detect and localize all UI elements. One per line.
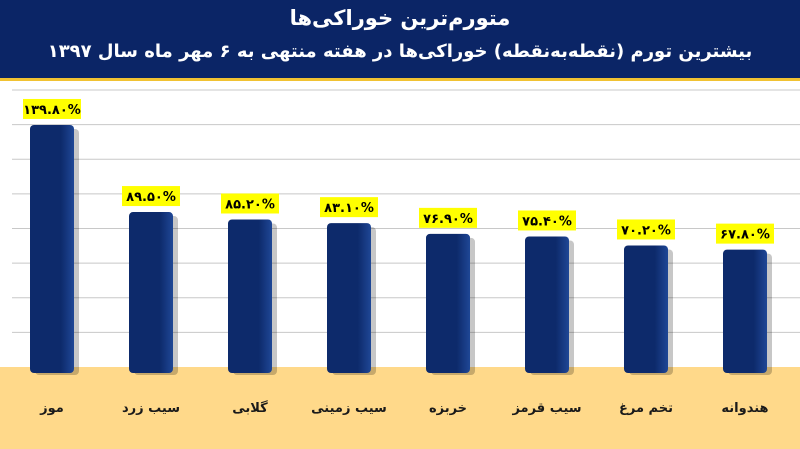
bar — [30, 124, 74, 373]
chart-header: متورم‌ترین خوراکی‌ها بیشترین تورم (نقطه‌… — [0, 0, 800, 81]
category-label: سیب زرد — [122, 401, 180, 416]
data-label-box — [518, 210, 576, 231]
category-label: سیب قرمز — [511, 401, 581, 416]
bar — [624, 245, 668, 373]
data-label-box — [320, 197, 378, 218]
data-label-box — [617, 219, 675, 240]
category-label: خربزه — [429, 401, 467, 416]
data-label-box — [221, 193, 279, 214]
category-label: تخم مرغ — [619, 401, 673, 416]
data-label: ۷۶.۹۰% — [423, 212, 473, 227]
bar — [525, 236, 569, 373]
data-label: ۷۵.۴۰% — [522, 214, 572, 229]
data-labels: ۱۳۹.۸۰% ۸۹.۵۰% ۸۵.۲۰% ۸۳.۱۰% ۷۶.۹۰% ۷۵.۴۰% ۷۰.… — [23, 98, 774, 244]
data-label-box — [419, 207, 477, 228]
category-label: سیب زمینی — [311, 401, 387, 416]
bars — [30, 124, 772, 375]
chart-floor — [0, 367, 800, 449]
category-label: موز — [39, 401, 64, 416]
category-label: هندوانه — [721, 401, 768, 416]
data-label: ۷۰.۲۰% — [621, 223, 671, 238]
bar-chart: ۱۳۹.۸۰% ۸۹.۵۰% ۸۵.۲۰% ۸۳.۱۰% ۷۶.۹۰% ۷۵.۴۰% ۷۰.… — [0, 89, 800, 449]
data-label: ۶۷.۸۰% — [720, 228, 770, 243]
bar — [129, 212, 173, 373]
category-labels: موز سیب زرد گلابی سیب زمینی خربزه سیب قرمز تخم… — [39, 400, 768, 416]
category-label: گلابی — [232, 400, 268, 416]
data-label-box — [716, 223, 774, 244]
data-label: ۸۵.۲۰% — [225, 197, 275, 212]
bar — [228, 219, 272, 373]
chart-title: متورم‌ترین خوراکی‌ها — [289, 6, 511, 30]
data-label-box — [122, 186, 180, 207]
data-label: ۸۳.۱۰% — [324, 201, 374, 216]
bar — [327, 223, 371, 373]
data-label: ۸۹.۵۰% — [126, 190, 176, 205]
data-label-box — [23, 98, 81, 119]
data-label: ۱۳۹.۸۰% — [23, 103, 81, 118]
chart-subtitle: بیشترین تورم (نقطه‌به‌نقطه) خوراکی‌ها در… — [47, 41, 753, 62]
bar — [723, 249, 767, 373]
bar — [426, 233, 470, 373]
